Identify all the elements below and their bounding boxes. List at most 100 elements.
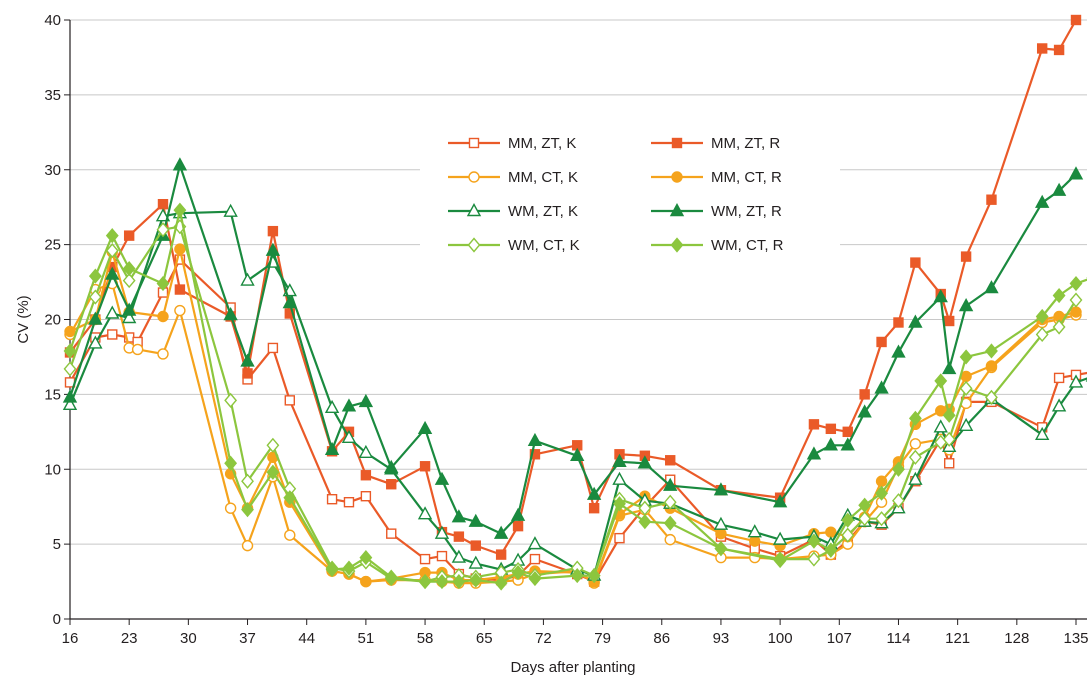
data-point [825,526,837,538]
legend-marker [671,171,683,183]
data-point [435,573,449,590]
data-point [713,516,729,530]
x-tick-label: 93 [713,630,730,647]
data-point [224,455,238,471]
data-point [1069,275,1083,292]
data-point [172,157,188,171]
data-point [157,198,169,210]
gridlines [70,19,1087,545]
data-point [959,380,973,396]
y-tick-label: 15 [44,386,61,403]
legend-label: WM, ZT, R [711,203,782,220]
legend-background [420,124,840,274]
data-point [267,225,279,237]
data-point [1051,182,1067,196]
data-point [284,529,296,541]
data-point [88,311,103,325]
data-point [1052,287,1066,304]
data-point [892,461,905,477]
data-point [123,230,135,241]
data-point [858,511,872,527]
data-point [121,302,137,316]
data-point [612,453,627,467]
data-point [510,507,526,521]
data-point [893,317,904,328]
data-point [468,555,483,569]
data-point [451,509,467,523]
y-tick-label: 30 [44,162,61,179]
data-point [417,506,433,520]
x-tick-label: 79 [594,630,611,647]
data-point [469,572,483,588]
data-point [1036,43,1048,54]
data-point [155,208,171,222]
data-point [63,343,77,359]
data-point [958,417,974,432]
data-point [875,511,888,527]
data-point [511,564,525,581]
x-tick-label: 114 [887,630,911,647]
legend-item: MM, CT, R [651,169,782,186]
data-point [824,542,838,558]
y-tick-label: 25 [44,237,61,254]
series-layer [62,14,1087,591]
legend-box [420,124,840,274]
y-tick-label: 20 [44,312,61,329]
data-point [570,567,584,584]
data-point [807,533,821,549]
legend-marker [468,171,480,183]
data-point [266,464,280,480]
data-point [933,419,948,433]
data-point [63,361,77,377]
data-point [807,551,821,567]
data-point [1085,379,1087,382]
data-point [943,315,955,327]
data-point [174,254,186,265]
x-tick-label: 107 [827,630,852,647]
x-tick-label: 128 [1004,630,1029,647]
data-point [943,458,955,469]
data-point [614,532,625,544]
data-point [1070,14,1082,26]
legend-marker [669,203,685,217]
data-point [453,531,465,542]
data-point [358,444,374,458]
data-point [612,471,627,485]
data-point [434,525,450,539]
data-point [360,575,372,588]
data-point [88,268,102,284]
data-point [417,420,433,435]
x-tick-label: 30 [180,630,197,647]
data-point [747,524,762,538]
data-point [527,432,543,446]
data-point [986,194,997,205]
data-point [715,527,727,540]
data-point [959,349,973,365]
data-point [241,539,254,552]
data-point [772,494,788,508]
legend-marker [467,237,481,253]
data-point [174,284,186,295]
data-point [283,490,297,506]
legend-marker [671,137,683,149]
data-point [64,325,76,338]
data-point [613,496,626,512]
data-point [1070,306,1082,318]
data-point [282,295,297,309]
data-point [105,266,120,280]
data-point [386,479,397,490]
data-point [267,342,279,354]
data-point [105,243,119,259]
data-point [62,396,78,411]
data-point [121,310,137,324]
legend-label: WM, CT, K [508,237,580,254]
data-point [841,527,855,543]
x-tick-label: 86 [653,630,670,647]
x-tick-label: 65 [476,630,493,647]
data-point [241,502,254,518]
data-point [1051,398,1067,412]
x-tick-label: 121 [945,630,970,647]
data-point [436,550,448,562]
data-point [891,344,906,358]
